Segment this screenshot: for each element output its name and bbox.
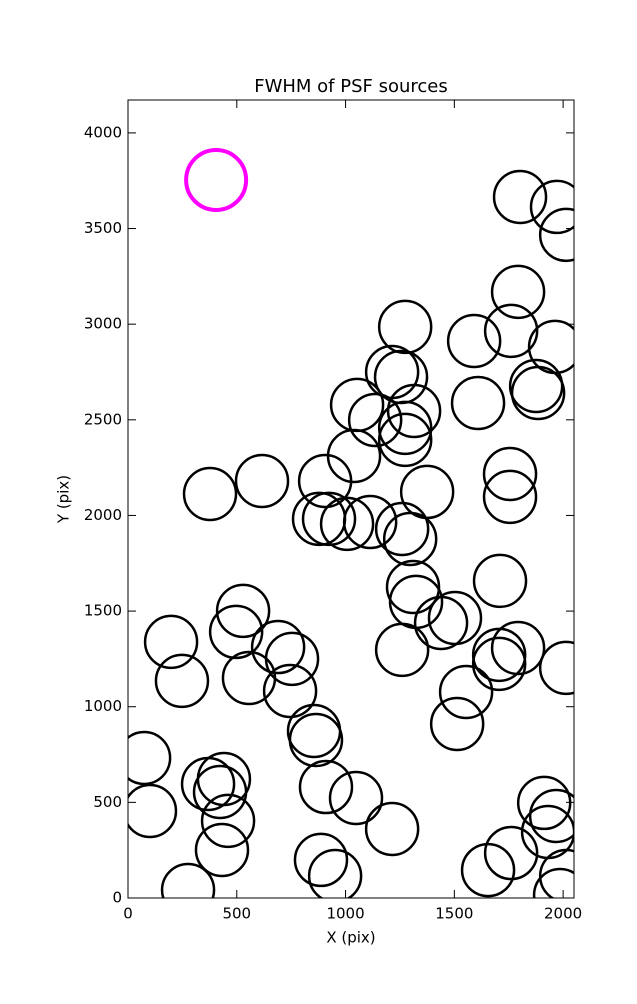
marker bbox=[538, 640, 574, 696]
y-tick-label: 3000 bbox=[84, 315, 122, 333]
marker bbox=[221, 650, 277, 706]
marker bbox=[438, 664, 494, 720]
marker bbox=[374, 622, 430, 678]
marker bbox=[364, 801, 420, 857]
y-tick-label: 4000 bbox=[84, 123, 122, 141]
marker bbox=[471, 636, 527, 692]
marker bbox=[385, 559, 441, 615]
marker bbox=[532, 867, 574, 898]
marker bbox=[288, 712, 344, 768]
marker bbox=[128, 730, 172, 786]
marker bbox=[319, 496, 375, 552]
marker bbox=[307, 848, 363, 898]
marker bbox=[483, 303, 539, 359]
marker bbox=[528, 788, 574, 844]
chart-title: FWHM of PSF sources bbox=[254, 76, 448, 97]
y-tick-label: 2500 bbox=[84, 410, 122, 428]
marker bbox=[342, 494, 398, 550]
y-tick-label: 500 bbox=[93, 793, 122, 811]
marker bbox=[446, 313, 502, 369]
marker bbox=[460, 842, 516, 898]
y-tick-label: 3500 bbox=[84, 219, 122, 237]
marker bbox=[538, 848, 574, 898]
marker bbox=[516, 775, 572, 831]
marker bbox=[510, 365, 566, 421]
axes-frame bbox=[127, 99, 575, 899]
x-axis-label: X (pix) bbox=[326, 929, 375, 947]
marker bbox=[490, 620, 546, 676]
y-tick-label: 1000 bbox=[84, 697, 122, 715]
marker bbox=[128, 783, 178, 839]
marker bbox=[182, 466, 238, 522]
marker bbox=[301, 491, 357, 547]
plot-area bbox=[128, 147, 574, 898]
marker bbox=[297, 453, 353, 509]
y-tick-label: 2000 bbox=[84, 506, 122, 524]
marker bbox=[143, 614, 199, 670]
marker bbox=[482, 446, 538, 502]
x-tick-label: 1500 bbox=[435, 905, 473, 923]
marker bbox=[450, 375, 506, 431]
marker bbox=[472, 553, 528, 609]
marker bbox=[215, 583, 271, 639]
y-tick-label: 1500 bbox=[84, 602, 122, 620]
marker bbox=[154, 653, 210, 709]
marker bbox=[482, 469, 538, 525]
marker bbox=[427, 590, 483, 646]
marker bbox=[192, 764, 248, 820]
marker bbox=[374, 501, 430, 557]
marker bbox=[293, 832, 349, 888]
marker bbox=[377, 299, 433, 355]
x-tick-label: 500 bbox=[222, 905, 251, 923]
marker bbox=[184, 147, 249, 212]
x-tick-label: 1000 bbox=[326, 905, 364, 923]
marker bbox=[250, 619, 306, 675]
marker bbox=[490, 264, 546, 320]
marker bbox=[347, 392, 403, 448]
marker bbox=[382, 511, 438, 567]
marker bbox=[234, 453, 290, 509]
marker bbox=[377, 400, 433, 456]
marker bbox=[386, 383, 442, 439]
x-tick-label: 2000 bbox=[544, 905, 582, 923]
marker bbox=[194, 822, 250, 878]
marker bbox=[429, 696, 485, 752]
y-axis-label: Y (pix) bbox=[55, 475, 73, 524]
marker bbox=[328, 770, 384, 826]
marker bbox=[208, 604, 264, 660]
marker bbox=[200, 793, 256, 849]
marker bbox=[160, 862, 216, 898]
marker bbox=[538, 207, 574, 263]
x-tick-label: 0 bbox=[123, 905, 133, 923]
y-tick-label: 0 bbox=[112, 889, 122, 907]
marker bbox=[262, 663, 318, 719]
marker bbox=[529, 179, 574, 235]
marker bbox=[377, 412, 433, 468]
marker bbox=[298, 759, 354, 815]
marker bbox=[492, 169, 548, 225]
marker bbox=[483, 825, 539, 881]
